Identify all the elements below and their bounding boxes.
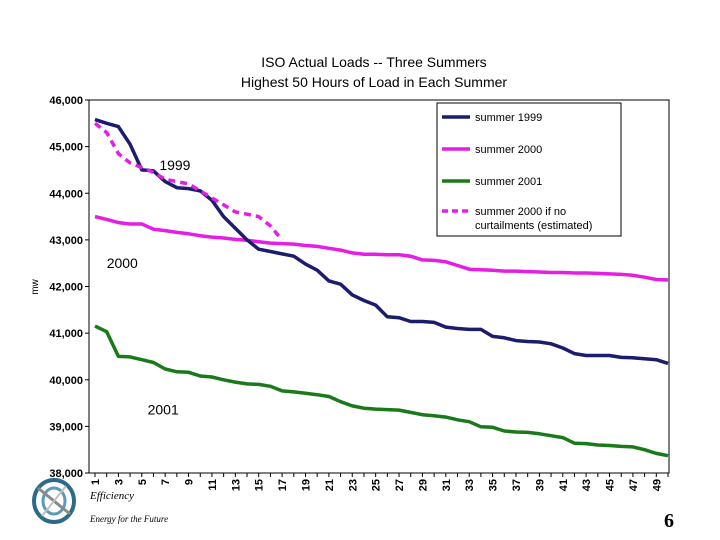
footer-tagline: Energy for the Future	[90, 514, 169, 524]
y-tick-label: 46,000	[49, 95, 83, 107]
legend: summer 1999 summer 2000 summer 2001 summer …	[436, 102, 622, 237]
x-tick-label: 49	[651, 479, 663, 491]
x-tick-label: 29	[417, 479, 429, 491]
series-layer	[93, 117, 669, 458]
x-tick-label: 5	[137, 479, 149, 485]
x-tick-label: 11	[207, 479, 219, 491]
y-tick-label: 38,000	[49, 468, 83, 480]
x-tick-label: 3	[113, 479, 125, 485]
footer-brand-line: Efficiency	[90, 490, 134, 502]
legend-label: summer 2001	[475, 176, 542, 188]
annotation-layer: 1999 2000 2001	[107, 157, 191, 418]
legend-label: summer 2000	[475, 144, 542, 156]
series-line-summer-1999	[94, 117, 669, 366]
x-tick-label: 47	[628, 479, 640, 491]
y-tick-label: 44,000	[49, 188, 83, 200]
annotation-label: 2001	[148, 402, 179, 418]
y-tick-label: 43,000	[49, 235, 83, 247]
y-tick-label: 45,000	[49, 142, 83, 154]
x-tick-label: 27	[394, 479, 406, 491]
company-logo-icon	[32, 478, 76, 524]
x-tick-label: 19	[300, 479, 312, 491]
y-axis: 38,000 39,000 40,000 41,000 42,000 43,000 44,0…	[49, 95, 89, 480]
x-tick-label: 31	[441, 479, 453, 491]
x-axis: 1 3 5 7 9 11 13 15 17 19 21 23 25 27 29 31 33 35 37 39 41 43 4…	[90, 473, 669, 491]
y-tick-label: 39,000	[49, 421, 83, 433]
x-tick-label: 41	[558, 479, 570, 491]
legend-box	[436, 102, 622, 237]
page-number: 6	[664, 510, 674, 532]
x-tick-label: 43	[581, 479, 593, 491]
chart-title-line-1: ISO Actual Loads -- Three Summers	[261, 54, 486, 70]
x-tick-label: 13	[230, 479, 242, 491]
x-tick-label: 21	[324, 479, 336, 491]
annotation-label: 2000	[107, 255, 138, 271]
x-tick-label: 33	[464, 479, 476, 491]
y-tick-label: 40,000	[49, 375, 83, 387]
x-tick-label: 37	[511, 479, 523, 491]
x-tick-label: 23	[347, 479, 359, 491]
chart-title-line-2: Highest 50 Hours of Load in Each Summer	[241, 74, 507, 90]
series-line-summer-2001	[94, 324, 669, 458]
x-tick-label: 35	[488, 479, 500, 491]
x-tick-label: 7	[160, 479, 172, 485]
legend-label: summer 1999	[475, 112, 542, 124]
series-line-summer-2000	[94, 214, 669, 282]
x-tick-label: 39	[534, 479, 546, 491]
series-line-summer-2000-if	[93, 121, 284, 242]
x-tick-label: 15	[254, 479, 266, 491]
legend-label: summer 2000 if no	[475, 206, 566, 218]
y-tick-label: 41,000	[49, 328, 83, 340]
y-axis-label: mw	[30, 278, 41, 294]
x-tick-label: 9	[184, 479, 196, 485]
legend-label: curtailments (estimated)	[475, 220, 592, 232]
annotation-label: 1999	[159, 157, 190, 173]
x-tick-label: 25	[371, 479, 383, 491]
x-tick-label: 45	[605, 479, 617, 491]
x-tick-label: 17	[277, 479, 289, 491]
x-tick-label: 1	[90, 479, 102, 485]
y-tick-label: 42,000	[49, 282, 83, 294]
